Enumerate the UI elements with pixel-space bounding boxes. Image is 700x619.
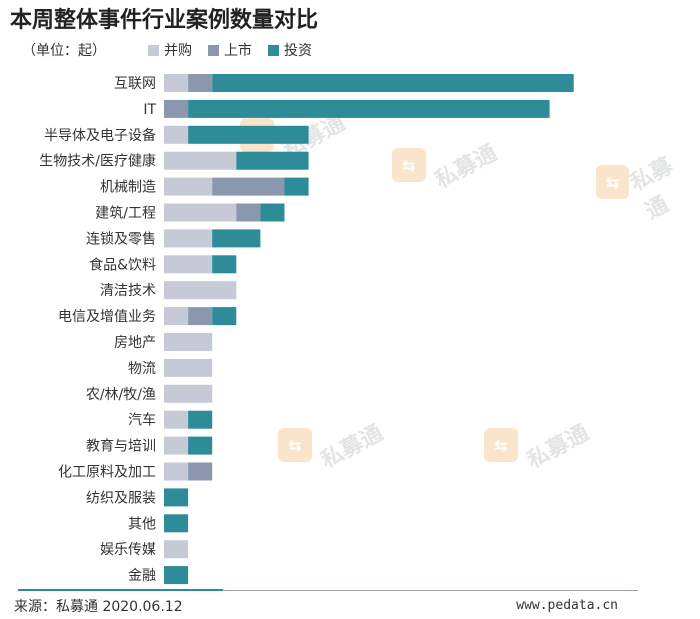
pedata-logo-icon: ⇆ (392, 148, 426, 182)
legend-label-investment: 投资 (284, 43, 312, 59)
legend-swatch-investment (268, 44, 279, 56)
watermark: ⇆ 私募通 (278, 421, 387, 474)
category-label: IT (143, 102, 156, 118)
bar-segment-merger (164, 125, 189, 144)
bar-segment-ipo (236, 203, 261, 222)
bar-segment-investment (188, 99, 550, 118)
category-label: 互联网 (114, 76, 156, 92)
bar-segment-merger (164, 255, 213, 274)
unit-label: （单位：起） (22, 43, 106, 59)
bar-segment-ipo (164, 99, 189, 118)
footer-divider-accent (18, 589, 223, 591)
bar-segment-investment (212, 307, 237, 326)
category-label: 娱乐传媒 (100, 542, 156, 558)
bar-segment-merger (164, 203, 237, 222)
bar-segment-merger (164, 333, 213, 351)
chart-title: 本周整体事件行业案例数量对比 (10, 8, 319, 33)
bar-segment-merger (164, 229, 213, 248)
category-label: 物流 (128, 361, 156, 377)
bar-segment-investment (188, 410, 213, 429)
bar-segment-merger (164, 358, 213, 377)
category-label: 连锁及零售 (86, 231, 156, 247)
category-label: 房地产 (114, 335, 156, 351)
bar-segment-merger (164, 540, 189, 559)
bar-segment-ipo (188, 462, 213, 481)
website-text: www.pedata.cn (516, 598, 618, 613)
category-label: 机械制造 (100, 180, 156, 196)
source-text: 来源：私募通 2020.06.12 (14, 599, 183, 615)
legend-swatch-ipo (208, 44, 219, 56)
bar-segment-merger (164, 307, 189, 326)
bar-segment-investment (164, 566, 189, 585)
category-label: 纺织及服装 (86, 490, 156, 506)
pedata-logo-icon: ⇆ (278, 428, 312, 462)
bar-segment-investment (164, 514, 189, 533)
watermark: ⇆ 私募通 (596, 150, 700, 225)
bar-segment-ipo (188, 307, 213, 326)
category-label: 化工原料及加工 (58, 465, 156, 481)
bar-segment-investment (164, 488, 189, 507)
bar-segment-ipo (212, 177, 285, 196)
watermark: ⇆ 私募通 (392, 141, 501, 194)
bar-segment-investment (260, 203, 285, 222)
legend-label-ipo: 上市 (224, 43, 252, 59)
footer-divider (18, 590, 638, 591)
category-label: 电信及增值业务 (58, 309, 156, 325)
chart-legend: 并购 上市 投资 (148, 40, 312, 60)
bar-segment-investment (188, 125, 309, 144)
pedata-logo-icon: ⇆ (484, 428, 518, 462)
legend-item-investment: 投资 (268, 40, 312, 60)
bar-segment-investment (212, 255, 237, 274)
bar-segment-merger (164, 384, 213, 403)
category-label: 农/林/牧/渔 (86, 387, 156, 403)
legend-label-merger: 并购 (164, 43, 192, 59)
bar-segment-merger (164, 462, 189, 481)
category-label: 半导体及电子设备 (44, 127, 156, 144)
legend-item-ipo: 上市 (208, 40, 252, 60)
legend-swatch-merger (148, 44, 159, 56)
category-label: 食品&饮料 (89, 256, 156, 273)
bar-segment-merger (164, 436, 189, 455)
legend-item-merger: 并购 (148, 40, 192, 60)
category-label: 教育与培训 (86, 439, 156, 455)
bar-segment-merger (164, 177, 213, 196)
bar-segment-merger (164, 151, 237, 170)
bar-segment-ipo (188, 74, 213, 92)
category-label: 清洁技术 (100, 283, 156, 299)
bar-segment-merger (164, 281, 237, 300)
watermark: ⇆ 私募通 (484, 421, 593, 474)
bar-segment-merger (164, 410, 189, 429)
bar-segment-investment (236, 151, 309, 170)
bar-segment-investment (284, 177, 309, 196)
category-label: 生物技术/医疗健康 (39, 153, 156, 170)
bar-segment-investment (212, 229, 261, 248)
category-label: 其他 (128, 516, 156, 532)
category-label: 金融 (128, 568, 156, 584)
bar-segment-investment (212, 74, 574, 92)
bar-segment-merger (164, 74, 189, 92)
category-label: 汽车 (128, 412, 156, 429)
category-label: 建筑/工程 (95, 206, 156, 222)
pedata-logo-icon: ⇆ (596, 165, 630, 199)
bar-segment-investment (188, 436, 213, 455)
